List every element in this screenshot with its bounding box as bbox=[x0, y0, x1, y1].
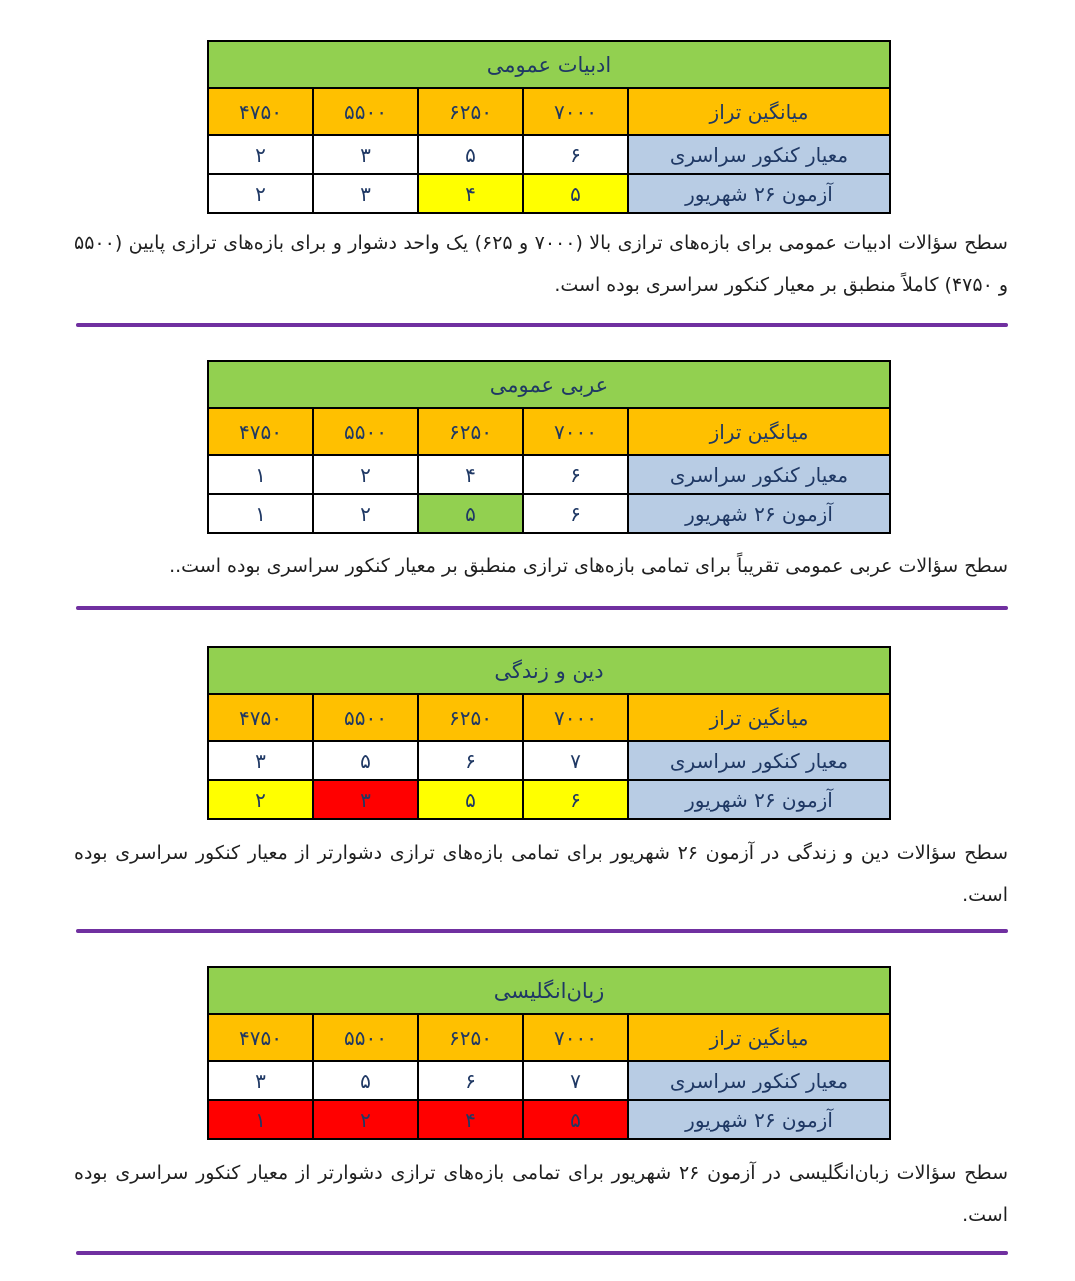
value-cell: ۷ bbox=[522, 740, 630, 781]
row-label-azmoon: آزمون ۲۶ شهریور bbox=[627, 173, 891, 214]
row-label-azmoon: آزمون ۲۶ شهریور bbox=[627, 493, 892, 534]
section-divider bbox=[76, 323, 1008, 327]
value-cell: ۲ bbox=[312, 493, 420, 534]
table-title: دین و زندگی bbox=[206, 646, 892, 695]
band-value: ۷۰۰۰ bbox=[522, 87, 629, 136]
band-header: میانگین تراز bbox=[627, 1013, 892, 1062]
band-value: ۶۲۵۰ bbox=[417, 693, 525, 742]
row-label-azmoon: آزمون ۲۶ شهریور bbox=[627, 779, 892, 820]
subject-table-english: زبان‌انگلیسی میانگین تراز ۷۰۰۰ ۶۲۵۰ ۵۵۰۰… bbox=[206, 966, 892, 1140]
value-cell: ۲ bbox=[312, 1099, 420, 1140]
section-divider bbox=[76, 1251, 1008, 1255]
note-literature: سطح سؤالات ادبیات عمومی برای بازه‌های تر… bbox=[74, 232, 1008, 296]
row-label-national-exam: معیار کنکور سراسری bbox=[627, 1060, 892, 1101]
value-cell: ۱ bbox=[206, 1099, 315, 1140]
band-value: ۵۵۰۰ bbox=[312, 87, 419, 136]
value-cell: ۳ bbox=[312, 779, 420, 820]
band-value: ۶۲۵۰ bbox=[417, 1013, 525, 1062]
note-religion: سطح سؤالات دین و زندگی در آزمون ۲۶ شهریو… bbox=[74, 842, 1008, 906]
subject-table-religion: دین و زندگی میانگین تراز ۷۰۰۰ ۶۲۵۰ ۵۵۰۰ … bbox=[206, 646, 892, 820]
value-cell: ۳ bbox=[206, 740, 315, 781]
band-value: ۶۲۵۰ bbox=[417, 407, 525, 456]
table-title: ادبیات عمومی bbox=[207, 40, 891, 89]
value-cell: ۵ bbox=[417, 779, 525, 820]
section-divider bbox=[76, 606, 1008, 610]
value-cell: ۶ bbox=[417, 1060, 525, 1101]
value-cell: ۴ bbox=[417, 454, 525, 495]
band-value: ۷۰۰۰ bbox=[522, 407, 630, 456]
value-cell: ۵ bbox=[417, 134, 524, 175]
band-value: ۷۰۰۰ bbox=[522, 693, 630, 742]
value-cell: ۲ bbox=[206, 779, 315, 820]
band-value: ۷۰۰۰ bbox=[522, 1013, 630, 1062]
value-cell: ۴ bbox=[417, 173, 524, 214]
band-header: میانگین تراز bbox=[627, 87, 891, 136]
value-cell: ۵ bbox=[312, 740, 420, 781]
value-cell: ۳ bbox=[206, 1060, 315, 1101]
value-cell: ۶ bbox=[522, 779, 630, 820]
band-value: ۴۷۵۰ bbox=[206, 407, 315, 456]
value-cell: ۲ bbox=[207, 134, 314, 175]
value-cell: ۶ bbox=[522, 454, 630, 495]
band-value: ۴۷۵۰ bbox=[207, 87, 314, 136]
band-header: میانگین تراز bbox=[627, 407, 892, 456]
value-cell: ۱ bbox=[206, 493, 315, 534]
band-value: ۴۷۵۰ bbox=[206, 693, 315, 742]
note-arabic: سطح سؤالات عربی عمومی تقریباً برای تمامی… bbox=[169, 555, 1008, 577]
note-english: سطح سؤالات زبان‌انگلیسی در آزمون ۲۶ شهری… bbox=[74, 1162, 1008, 1226]
value-cell: ۶ bbox=[417, 740, 525, 781]
band-value: ۶۲۵۰ bbox=[417, 87, 524, 136]
value-cell: ۵ bbox=[522, 1099, 630, 1140]
value-cell: ۷ bbox=[522, 1060, 630, 1101]
band-value: ۵۵۰۰ bbox=[312, 407, 420, 456]
value-cell: ۴ bbox=[417, 1099, 525, 1140]
band-value: ۵۵۰۰ bbox=[312, 1013, 420, 1062]
band-value: ۵۵۰۰ bbox=[312, 693, 420, 742]
subject-table-literature: ادبیات عمومی میانگین تراز ۷۰۰۰ ۶۲۵۰ ۵۵۰۰… bbox=[207, 40, 891, 214]
section-divider bbox=[76, 929, 1008, 933]
value-cell: ۵ bbox=[522, 173, 629, 214]
subject-table-arabic: عربی عمومی میانگین تراز ۷۰۰۰ ۶۲۵۰ ۵۵۰۰ ۴… bbox=[206, 360, 892, 534]
row-label-national-exam: معیار کنکور سراسری bbox=[627, 454, 892, 495]
table-title: زبان‌انگلیسی bbox=[206, 966, 892, 1015]
row-label-national-exam: معیار کنکور سراسری bbox=[627, 740, 892, 781]
value-cell: ۳ bbox=[312, 173, 419, 214]
band-value: ۴۷۵۰ bbox=[206, 1013, 315, 1062]
value-cell: ۳ bbox=[312, 134, 419, 175]
row-label-national-exam: معیار کنکور سراسری bbox=[627, 134, 891, 175]
band-header: میانگین تراز bbox=[627, 693, 892, 742]
value-cell: ۵ bbox=[312, 1060, 420, 1101]
table-title: عربی عمومی bbox=[206, 360, 892, 409]
value-cell: ۱ bbox=[206, 454, 315, 495]
value-cell: ۲ bbox=[207, 173, 314, 214]
row-label-azmoon: آزمون ۲۶ شهریور bbox=[627, 1099, 892, 1140]
value-cell: ۶ bbox=[522, 493, 630, 534]
value-cell: ۵ bbox=[417, 493, 525, 534]
value-cell: ۶ bbox=[522, 134, 629, 175]
value-cell: ۲ bbox=[312, 454, 420, 495]
